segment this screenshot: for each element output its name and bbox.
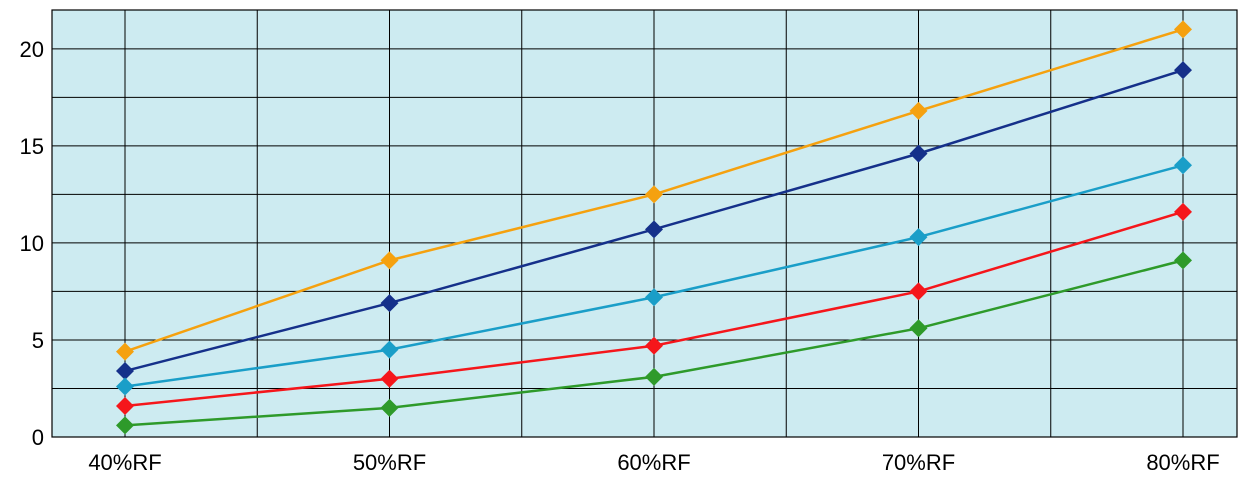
y-tick-label: 0 [32,425,44,450]
y-tick-label: 5 [32,328,44,353]
grid [51,9,1238,438]
data-point-marker [909,101,928,120]
y-tick-label: 20 [20,37,44,62]
data-point-marker [116,362,134,381]
data-point-marker [909,228,928,247]
data-point-marker [645,185,663,204]
data-point-marker [116,396,134,415]
data-point-marker [645,367,663,386]
series-4 [116,202,1192,415]
x-axis-labels: 40%RF 50%RF 60%RF 70%RF 80%RF [88,450,1219,475]
data-point-marker [1174,61,1192,80]
y-tick-label: 15 [20,134,44,159]
data-point-marker [909,282,928,301]
data-point-marker [380,398,399,417]
series-3 [116,156,1192,396]
data-point-marker [116,342,134,361]
x-tick-label: 80%RF [1146,450,1219,475]
data-point-marker [645,220,663,239]
data-point-marker [645,288,663,307]
x-tick-label: 50%RF [353,450,426,475]
data-point-marker [1174,251,1192,270]
data-point-marker [380,340,399,359]
x-tick-label: 40%RF [88,450,161,475]
series-5 [116,251,1192,435]
data-point-marker [909,144,928,163]
plot-border [51,9,1238,438]
plot-area [52,10,1237,437]
series-layer [116,20,1192,435]
data-point-marker [1174,156,1192,175]
data-point-marker [1174,20,1192,39]
y-tick-label: 10 [20,231,44,256]
x-tick-label: 70%RF [882,450,955,475]
data-point-marker [645,336,663,355]
x-tick-label: 60%RF [617,450,690,475]
series-1 [116,20,1192,361]
data-point-marker [116,416,134,435]
series-2 [116,61,1192,381]
data-point-marker [909,319,928,338]
data-point-marker [380,251,399,270]
data-point-marker [1174,202,1192,221]
y-axis-labels: 0 5 10 15 20 [20,37,44,450]
data-point-marker [380,369,399,388]
data-point-marker [116,377,134,396]
data-point-marker [380,294,399,313]
